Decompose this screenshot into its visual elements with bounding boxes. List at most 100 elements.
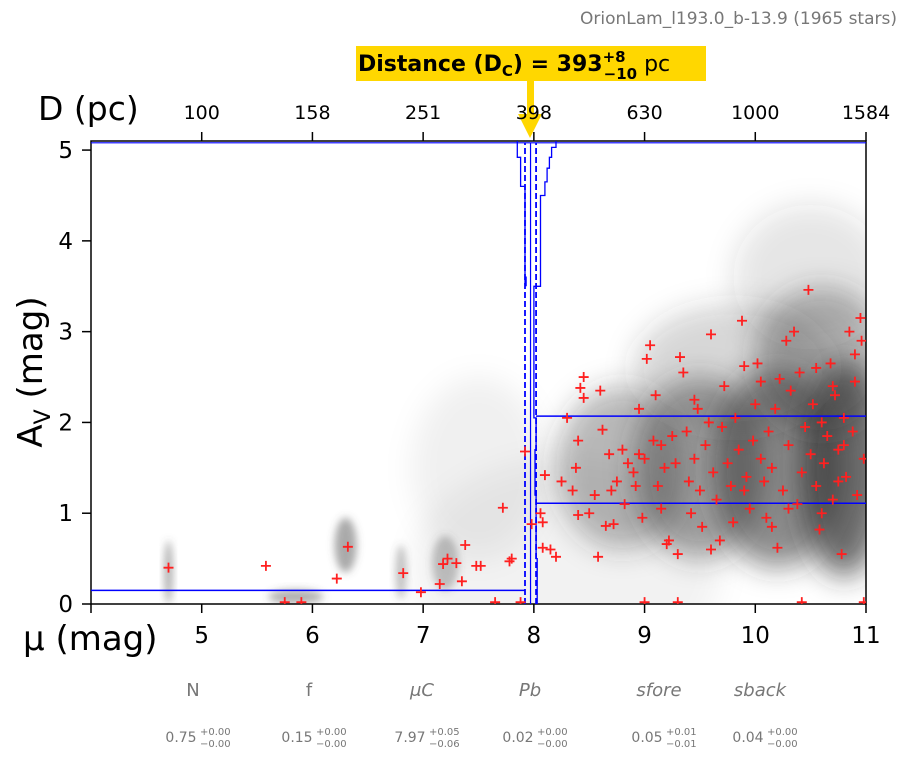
star-marker: [816, 508, 827, 519]
banner-arrow-icon: [518, 81, 542, 138]
star-marker: [593, 551, 604, 562]
star-marker: [573, 510, 584, 521]
star-marker: [604, 449, 615, 460]
star-marker: [697, 521, 708, 532]
fit-parameter-value: 0.05: [631, 730, 662, 746]
star-marker: [841, 471, 852, 482]
star-marker: [838, 440, 849, 451]
star-marker: [460, 539, 471, 550]
x-axis: 5 6 7 8 9 10 11: [90, 604, 881, 649]
star-marker: [730, 412, 741, 423]
star-marker: [844, 326, 855, 337]
y-tick-label: 2: [58, 410, 73, 436]
source-label: OrionLam_l193.0_b-13.9 (1965 stars): [580, 9, 897, 29]
star-marker: [759, 476, 770, 487]
star-marker: [573, 435, 584, 446]
fit-parameter-minus: −0.00: [537, 739, 568, 750]
star-marker: [789, 326, 800, 337]
star-markers: [163, 284, 866, 604]
fit-parameter: sback 0.04 +0.00−0.00: [732, 680, 797, 750]
fit-parameter-plus: +0.00: [316, 727, 347, 738]
star-marker: [659, 462, 670, 473]
star-marker: [849, 376, 860, 387]
x-tick-label: 11: [851, 623, 880, 649]
star-marker: [838, 412, 849, 423]
star-marker: [617, 444, 628, 455]
model-lines: [91, 141, 866, 604]
star-marker: [818, 458, 829, 469]
fit-parameter-plus: +0.05: [429, 727, 460, 738]
star-marker: [497, 502, 508, 513]
star-marker: [722, 458, 733, 469]
fit-parameter-value: 0.04: [732, 730, 763, 746]
banner-eq: ) = 393: [513, 52, 603, 77]
star-marker: [733, 444, 744, 455]
star-marker: [825, 358, 836, 369]
star-marker: [814, 524, 825, 535]
fit-parameter-name: sfore: [636, 680, 681, 701]
top-tick-label: 630: [626, 102, 662, 124]
star-marker: [752, 358, 763, 369]
top-tick-label: 1000: [731, 102, 779, 124]
star-marker: [639, 597, 650, 604]
star-marker: [858, 597, 866, 604]
x-tick-label: 8: [527, 623, 542, 649]
star-marker: [800, 421, 811, 432]
star-marker: [708, 467, 719, 478]
star-marker: [847, 426, 858, 437]
star-marker: [827, 381, 838, 392]
star-marker: [700, 440, 711, 451]
fit-parameter-minus: −0.00: [200, 739, 231, 750]
star-marker: [456, 576, 467, 587]
star-marker: [562, 412, 573, 423]
star-marker: [606, 485, 617, 496]
star-marker: [398, 568, 409, 579]
fit-parameter-value: 0.75: [165, 730, 196, 746]
banner-prefix: Distance (D: [358, 52, 502, 77]
star-marker: [849, 349, 860, 360]
star-marker: [755, 453, 766, 464]
star-marker: [652, 480, 663, 491]
star-marker: [670, 458, 681, 469]
posterior-step-right: [533, 141, 557, 604]
star-marker: [717, 421, 728, 432]
fit-parameter: Pb 0.02 +0.00−0.00: [502, 680, 567, 750]
star-marker: [816, 417, 827, 428]
star-marker: [830, 390, 840, 401]
star-marker: [737, 315, 747, 326]
star-marker: [634, 449, 645, 460]
banner-sub: C: [502, 62, 513, 80]
fit-parameter: f 0.15 +0.00−0.00: [281, 680, 346, 750]
star-marker: [619, 499, 630, 510]
star-marker: [504, 556, 515, 567]
star-marker: [567, 485, 578, 496]
posterior-step-left: [516, 141, 527, 287]
plot-frame: [90, 140, 867, 605]
star-marker: [792, 499, 803, 510]
star-marker: [537, 517, 548, 528]
fit-parameter-plus: +0.00: [537, 727, 568, 738]
star-marker: [331, 573, 342, 584]
star-marker: [766, 462, 777, 473]
star-marker: [163, 562, 174, 573]
fit-parameter-name: μC: [409, 680, 434, 701]
y-axis-label-sub: V: [31, 409, 56, 424]
star-marker: [600, 520, 611, 531]
fit-parameter-value: 0.15: [281, 730, 312, 746]
star-marker: [296, 597, 307, 604]
star-marker: [748, 435, 759, 446]
star-marker: [686, 508, 697, 519]
fit-parameter: μC 7.97 +0.05−0.06: [394, 680, 459, 750]
star-marker: [611, 476, 622, 487]
star-marker: [766, 521, 777, 532]
fit-parameter-value: 7.97: [394, 730, 425, 746]
star-marker: [490, 597, 501, 604]
x-tick-label: 7: [416, 623, 431, 649]
density-map: [164, 204, 866, 604]
star-marker: [714, 535, 725, 546]
star-marker: [785, 385, 796, 396]
star-marker: [796, 467, 807, 478]
fit-parameter-name: sback: [734, 680, 788, 701]
star-marker: [772, 542, 783, 553]
